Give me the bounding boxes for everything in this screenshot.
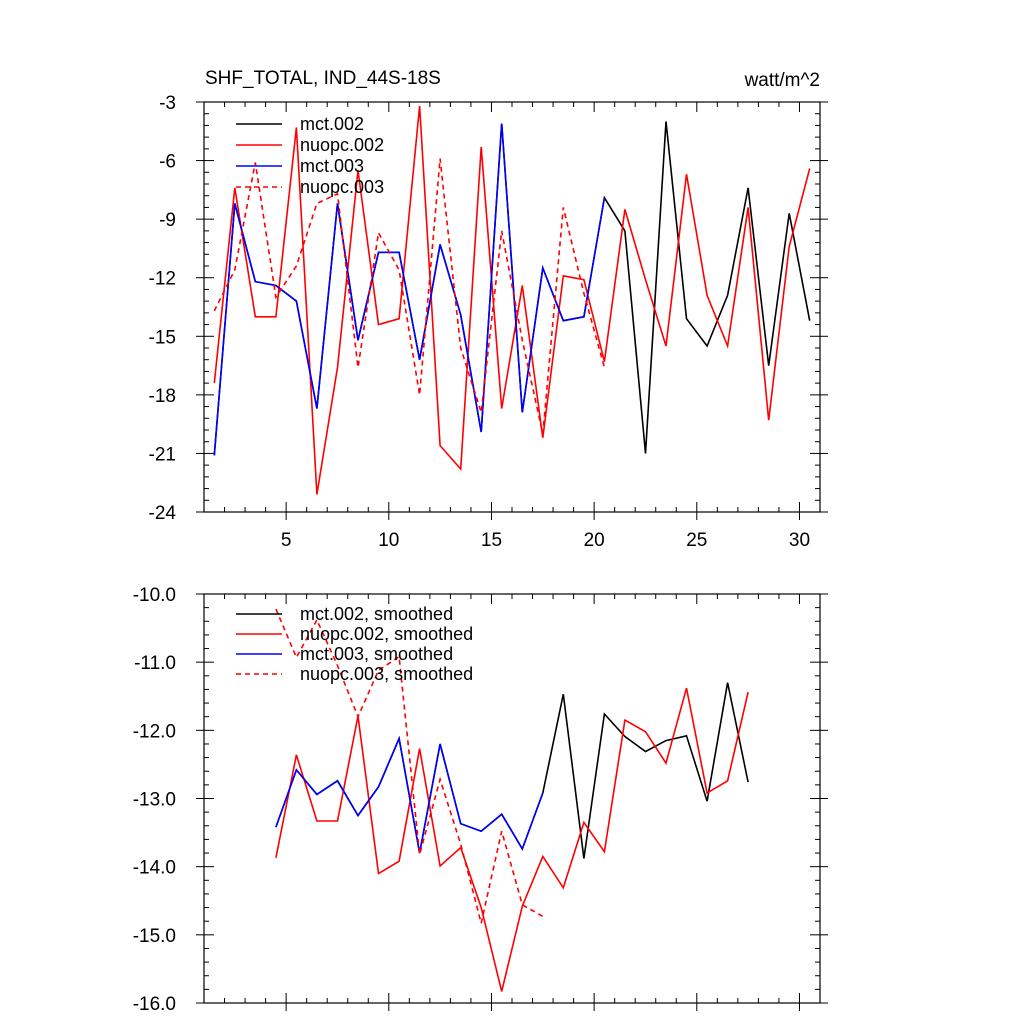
top-x-tick-label: 25 xyxy=(686,530,707,551)
top-y-tick-label: -6 xyxy=(159,152,176,173)
top-y-tick-label: -21 xyxy=(149,444,176,465)
top-x-tick-label: 5 xyxy=(281,530,292,551)
bottom-legend-label: nuopc.003, smoothed xyxy=(300,664,473,684)
top-chart-plot-area: 5 10 15 20 25 30-3-6-9-12-15-18-21-24mct.002n… xyxy=(149,93,828,551)
top-y-tick-label: -15 xyxy=(149,327,176,348)
top-y-tick-label: -18 xyxy=(149,386,176,407)
bottom-legend-label: mct.003, smoothed xyxy=(300,644,453,664)
top-legend-label: mct.003 xyxy=(300,156,364,176)
bottom-y-tick-label: -12.0 xyxy=(133,721,176,742)
top-legend-label: mct.002 xyxy=(300,114,364,134)
bottom-series-line-nuopc-002-smoothed xyxy=(275,687,749,992)
top-y-tick-label: -12 xyxy=(149,269,176,290)
top-chart-units: watt/m^2 xyxy=(744,70,820,91)
bottom-legend-label: nuopc.002, smoothed xyxy=(300,624,473,644)
bottom-chart-panel: -10.0 -11.0 -12.0 -13.0 -14.0 -15.0 -16.0 mct.0… xyxy=(133,585,828,1015)
top-chart-panel: SHF_TOTAL, IND_44S-18S watt/m^2 5 10 15 20 2… xyxy=(149,68,828,551)
top-x-tick-label: 15 xyxy=(481,530,502,551)
top-y-tick-label: -9 xyxy=(159,210,176,231)
top-legend-label: nuopc.003 xyxy=(300,177,384,197)
bottom-chart-plot-area: -10.0 -11.0 -12.0 -13.0 -14.0 -15.0 -16.0 mct.0… xyxy=(133,585,828,1015)
bottom-y-tick-label: -16.0 xyxy=(133,994,176,1015)
bottom-y-tick-label: -15.0 xyxy=(133,926,176,947)
top-series-line-mct-003 xyxy=(213,123,606,456)
bottom-y-tick-label: -10.0 xyxy=(133,585,176,606)
top-x-tick-label: 30 xyxy=(789,530,810,551)
bottom-series-line-nuopc-003-smoothed xyxy=(275,608,544,924)
top-x-tick-label: 20 xyxy=(584,530,605,551)
bottom-y-tick-label: -11.0 xyxy=(134,653,176,674)
top-series-line-nuopc-003 xyxy=(213,158,606,435)
bottom-y-tick-label: -14.0 xyxy=(133,858,176,879)
top-chart-title: SHF_TOTAL, IND_44S-18S xyxy=(205,68,441,89)
bottom-series-line-mct-003-smoothed xyxy=(275,735,544,854)
top-y-tick-label: -24 xyxy=(149,503,177,524)
top-series-line-nuopc-002 xyxy=(213,105,811,495)
top-x-tick-label: 10 xyxy=(378,530,399,551)
bottom-legend-label: mct.002, smoothed xyxy=(300,604,453,624)
top-legend-label: nuopc.002 xyxy=(300,135,384,155)
top-y-tick-label: -3 xyxy=(159,93,176,114)
bottom-y-tick-label: -13.0 xyxy=(133,790,176,811)
